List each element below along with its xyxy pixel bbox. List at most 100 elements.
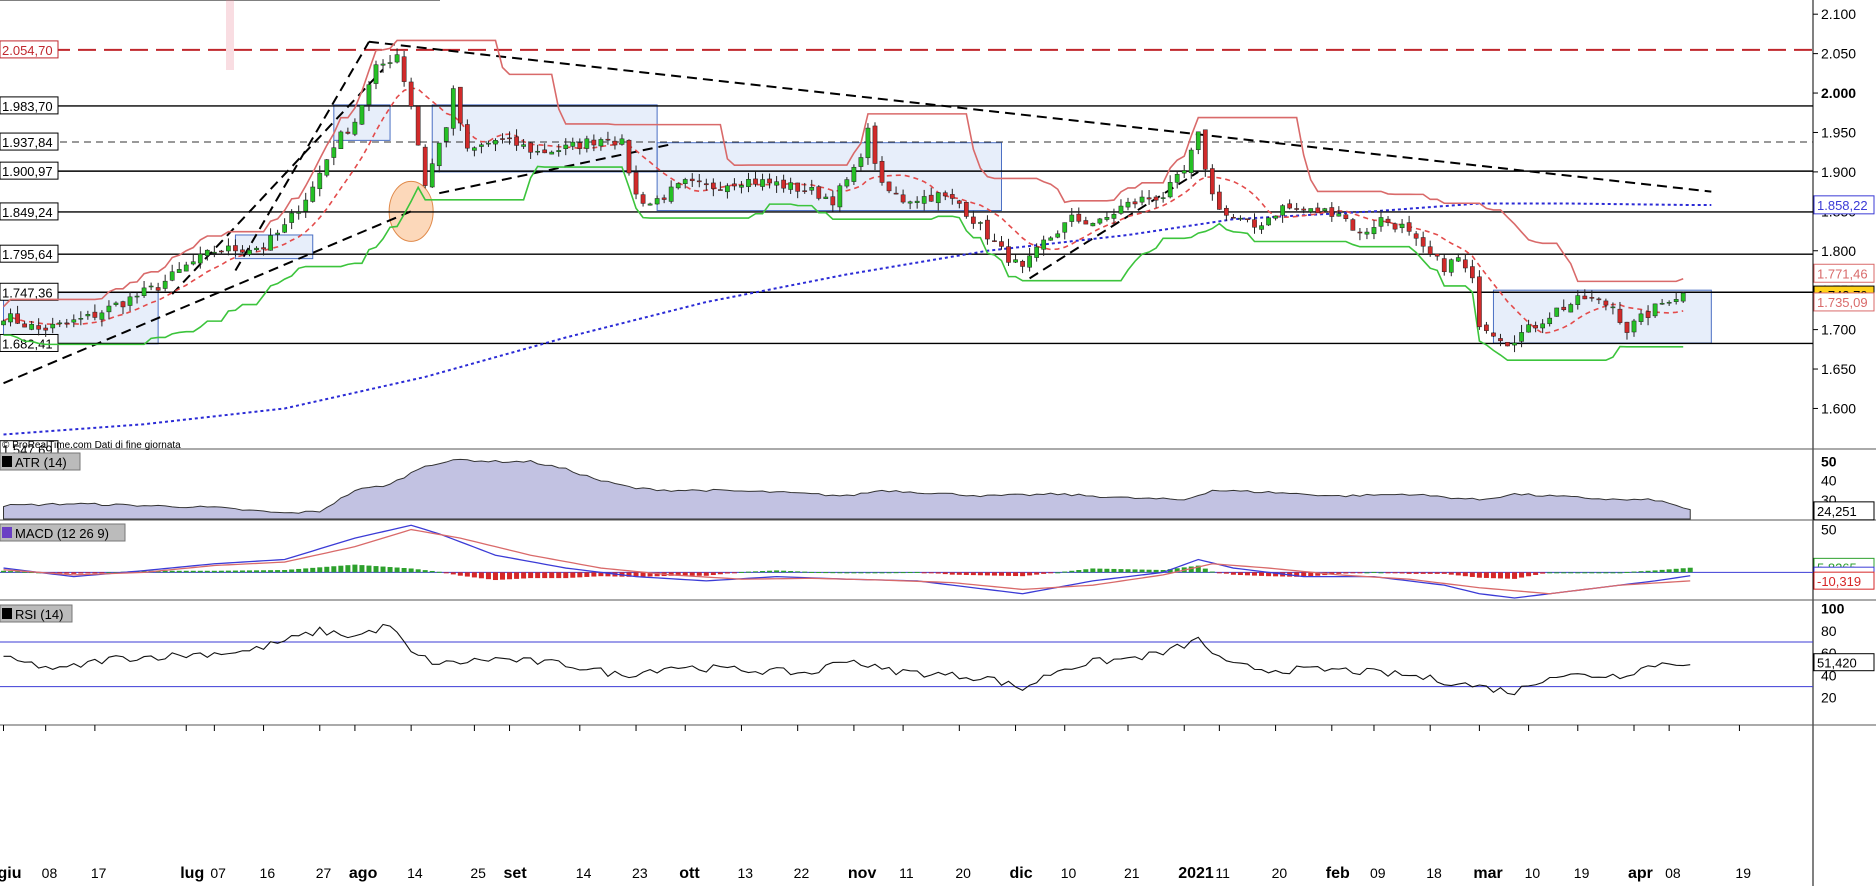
candle-body xyxy=(1589,297,1595,299)
level-label-box xyxy=(0,244,59,263)
macd-histogram-bar xyxy=(1266,572,1272,577)
level-label-text: 1.849,24 xyxy=(2,205,53,220)
candle-body xyxy=(914,200,920,203)
macd-histogram-bar xyxy=(844,572,850,574)
candle-body xyxy=(949,194,955,199)
x-tick-label: 08 xyxy=(42,865,58,881)
candle-body xyxy=(521,144,526,147)
macd-histogram-bar xyxy=(1343,572,1349,574)
macd-histogram-bar xyxy=(795,571,801,573)
rsi-line xyxy=(3,623,1691,696)
macd-histogram-bar xyxy=(724,572,730,574)
macd-histogram-bar xyxy=(886,572,892,574)
macd-histogram-bar xyxy=(197,570,203,573)
y-tick-label: 2.000 xyxy=(1821,85,1856,101)
candle-body xyxy=(1195,131,1201,151)
candle-body xyxy=(823,196,829,199)
candle-body xyxy=(1273,215,1278,219)
x-tick-label: dic xyxy=(1010,865,1033,882)
macd-histogram-bar xyxy=(577,572,583,578)
level-label: 2.054,70 xyxy=(0,40,59,59)
macd-histogram-bar xyxy=(1476,572,1482,578)
macd-legend-swatch xyxy=(2,527,12,538)
candle-body xyxy=(429,163,435,188)
candle-body xyxy=(233,245,238,252)
trend-line xyxy=(234,41,370,271)
candle-body xyxy=(528,142,533,153)
macd-histogram-bar xyxy=(528,572,534,579)
candle-body xyxy=(331,147,337,158)
candle-body xyxy=(661,197,667,200)
candle-body xyxy=(317,172,323,190)
candle-body xyxy=(1139,196,1145,203)
macd-histogram-bar xyxy=(1118,569,1124,573)
macd-histogram-bar xyxy=(289,569,295,573)
candle-body xyxy=(591,139,597,146)
macd-histogram-bar xyxy=(893,572,899,574)
candle-body xyxy=(1427,246,1433,255)
candle-body xyxy=(1174,174,1180,183)
level-label-text: 1.747,36 xyxy=(2,285,53,300)
macd-histogram-bar xyxy=(1006,572,1012,576)
candle-body xyxy=(148,285,154,288)
macd-histogram-bar xyxy=(774,570,780,573)
candle-body xyxy=(183,264,189,272)
macd-histogram-bar xyxy=(1188,566,1194,573)
macd-histogram-bar xyxy=(900,572,906,574)
macd-histogram-bar xyxy=(1034,572,1040,575)
macd-histogram-bar xyxy=(1540,572,1546,574)
macd-histogram-bar xyxy=(261,570,267,573)
candle-body xyxy=(1083,220,1089,225)
macd-histogram-bar xyxy=(1652,570,1658,573)
candle-body xyxy=(1209,168,1215,195)
macd-line xyxy=(3,524,1691,599)
candle-body xyxy=(985,219,990,240)
candle-body xyxy=(1132,201,1138,205)
macd-histogram-bar xyxy=(1315,572,1321,576)
candle-body xyxy=(1575,295,1581,305)
macd-histogram-bar xyxy=(731,572,737,574)
candle-body xyxy=(1659,302,1665,305)
atr-label-box xyxy=(0,452,81,471)
macd-histogram-bar xyxy=(626,572,632,577)
candle-body xyxy=(746,179,751,188)
candle-body xyxy=(1392,223,1398,230)
macd-histogram-bar xyxy=(1020,572,1026,577)
x-tick-label: 18 xyxy=(1426,865,1442,881)
macd-histogram-bar xyxy=(1167,569,1173,573)
candle-body xyxy=(1526,324,1531,333)
x-tick-label: 13 xyxy=(737,865,753,881)
candle-body xyxy=(1280,205,1285,216)
candle-body xyxy=(1603,300,1609,306)
macd-histogram-bar xyxy=(443,572,449,574)
candle-body xyxy=(1385,218,1391,223)
macd-histogram-bar xyxy=(1462,572,1468,577)
candle-body xyxy=(1013,259,1018,263)
macd-signal-line xyxy=(3,528,1691,595)
macd-histogram-bar xyxy=(239,570,245,573)
macd-histogram-bar xyxy=(675,572,681,576)
macd-histogram-bar xyxy=(556,572,562,579)
candle-body xyxy=(113,302,119,305)
candle-body xyxy=(689,178,695,182)
level-label-text: 1.900,97 xyxy=(2,164,53,179)
candle-body xyxy=(584,138,590,149)
candle-body xyxy=(141,287,147,297)
level-label-box xyxy=(0,202,59,221)
candle-body xyxy=(1315,207,1321,214)
macd-histogram-bar xyxy=(8,571,14,573)
candle-body xyxy=(450,88,456,129)
candle-body xyxy=(1069,214,1075,222)
atr-legend-swatch xyxy=(2,456,12,467)
candle-body xyxy=(345,131,351,134)
candle-body xyxy=(85,314,91,317)
candle-body xyxy=(619,138,625,145)
x-tick-label: 20 xyxy=(1272,865,1288,881)
macd-histogram-bar xyxy=(225,570,231,573)
x-tick-label: 22 xyxy=(794,865,810,881)
candle-body xyxy=(1645,311,1651,318)
macd-histogram-bar xyxy=(1371,571,1377,573)
candle-body xyxy=(1034,246,1039,258)
candle-body xyxy=(549,151,555,155)
macd-histogram-bar xyxy=(1104,568,1110,573)
